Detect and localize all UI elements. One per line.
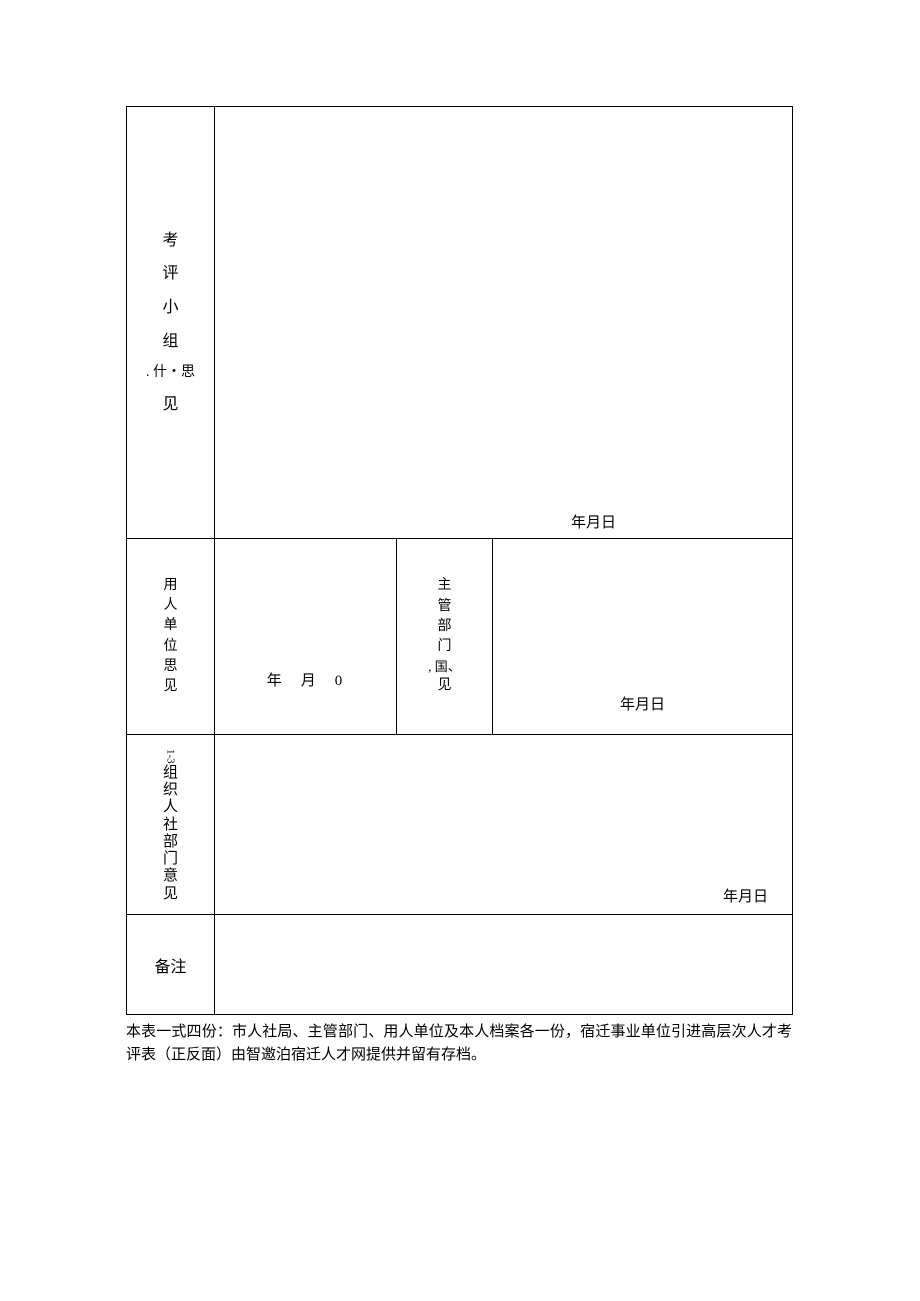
date-org-hr: 年月日 [723, 885, 768, 906]
row-org-hr-dept-opinion: 1-3 组 织 人 社 部 门 意 见 年月日 [127, 735, 793, 915]
date-evaluation-group: 年月日 [215, 511, 792, 532]
date-employer: 年 月 0 [215, 583, 396, 690]
label-line: 思 [127, 657, 214, 677]
label-line: 主 [397, 576, 492, 596]
row-employer-and-supervisor: 用 人 单 位 思 见 年 月 0 主 管 部 门 , 国、 见 年月日 [127, 539, 793, 735]
label-line: 位 [127, 637, 214, 657]
date-supervisor: 年月日 [493, 693, 792, 714]
cell-supervisor-content: 年月日 [493, 539, 793, 735]
label-line: 意 [127, 868, 214, 885]
label-top-mark: 1-3 [164, 749, 177, 764]
label-line: 单 [127, 616, 214, 636]
label-line: 见 [397, 676, 492, 696]
label-line: 见 [127, 886, 214, 903]
cell-org-hr-content: 年月日 [215, 735, 793, 915]
row-evaluation-group-opinion: 考 评 小 组 . 什・思 见 年月日 [127, 107, 793, 539]
label-supervisor-opinion: 主 管 部 门 , 国、 见 [397, 539, 493, 735]
footnote-text: 本表一式四份：市人社局、主管部门、用人单位及本人档案各一份，宿迁事业单位引进高层… [126, 1021, 792, 1068]
label-line: 评 [127, 257, 214, 291]
label-line: 门 [397, 637, 492, 657]
label-line: 部 [397, 617, 492, 637]
label-evaluation-group-opinion: 考 评 小 组 . 什・思 见 [127, 107, 215, 539]
label-line: 小 [127, 291, 214, 325]
row-remarks: 备注 [127, 915, 793, 1015]
label-line: 见 [127, 677, 214, 697]
label-line: 人 [127, 799, 214, 816]
evaluation-form-table: 考 评 小 组 . 什・思 见 年月日 用 人 单 位 思 见 年 月 0 [126, 106, 793, 1015]
label-line: 织 [127, 782, 214, 799]
cell-remarks-content [215, 915, 793, 1015]
label-line: 部 [127, 834, 214, 851]
label-line: 人 [127, 596, 214, 616]
cell-employer-content: 年 月 0 [215, 539, 397, 735]
label-line: 考 [127, 224, 214, 258]
label-line: , 国、 [397, 658, 492, 677]
label-line: 组 [127, 765, 214, 782]
label-line: 见 [127, 388, 214, 422]
label-text: 备注 [154, 959, 186, 976]
label-line: 组 [127, 325, 214, 359]
label-line: 社 [127, 817, 214, 834]
label-remarks: 备注 [127, 915, 215, 1015]
label-org-hr-dept-opinion: 1-3 组 织 人 社 部 门 意 见 [127, 735, 215, 915]
label-line: . 什・思 [127, 358, 214, 387]
label-employer-opinion: 用 人 单 位 思 见 [127, 539, 215, 735]
label-line: 管 [397, 597, 492, 617]
page: 考 评 小 组 . 什・思 见 年月日 用 人 单 位 思 见 年 月 0 [0, 0, 920, 1301]
label-line: 门 [127, 851, 214, 868]
cell-evaluation-group-content: 年月日 [215, 107, 793, 539]
label-line: 用 [127, 576, 214, 596]
